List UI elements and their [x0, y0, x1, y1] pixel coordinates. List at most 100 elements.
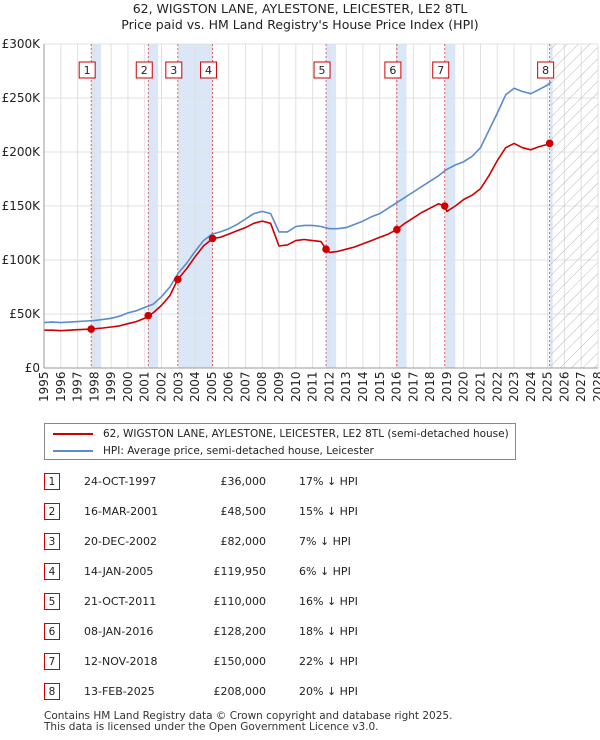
title-line-2: Price paid vs. HM Land Registry's House … — [121, 17, 479, 32]
sale-label: 3 — [165, 61, 183, 79]
sale-point — [144, 311, 153, 320]
legend-swatch-property — [53, 433, 93, 435]
sale-label-text: 2 — [141, 64, 148, 77]
sale-point — [208, 234, 217, 243]
sale-price: £48,500 — [220, 505, 267, 518]
table-row: 4 14-JAN-2005 £119,950 6% ↓ HPI — [44, 562, 464, 582]
sale-price: £36,000 — [220, 475, 267, 488]
table-row: 5 21-OCT-2011 £110,000 16% ↓ HPI — [44, 592, 464, 612]
footer: Contains HM Land Registry data © Crown c… — [44, 711, 452, 733]
sale-date: 13-FEB-2025 — [84, 685, 155, 698]
x-tick-label: 2025 — [541, 371, 555, 402]
sale-number: 6 — [44, 623, 60, 640]
x-tick-label: 2007 — [238, 371, 252, 402]
sale-label: 1 — [78, 61, 96, 79]
sale-label-text: 6 — [389, 64, 396, 77]
sale-date: 24-OCT-1997 — [84, 475, 157, 488]
sale-label: 6 — [384, 61, 402, 79]
sale-point — [393, 225, 401, 234]
x-tick-label: 2012 — [322, 371, 336, 402]
sale-number: 5 — [44, 593, 60, 610]
legend-label-property: 62, WIGSTON LANE, AYLESTONE, LEICESTER, … — [103, 428, 509, 440]
sale-number: 2 — [44, 503, 60, 520]
sale-label-text: 8 — [542, 64, 549, 77]
sale-label: 5 — [313, 61, 331, 79]
y-tick-label: £250K — [2, 91, 42, 105]
sale-hpi-diff: 20% ↓ HPI — [299, 685, 358, 698]
x-tick-label: 1997 — [71, 371, 85, 402]
sale-date: 21-OCT-2011 — [84, 595, 157, 608]
sale-label-text: 3 — [170, 64, 177, 77]
x-tick-label: 2020 — [457, 371, 471, 402]
x-tick-label: 2017 — [406, 371, 420, 402]
chart-legend: 62, WIGSTON LANE, AYLESTONE, LEICESTER, … — [44, 423, 516, 460]
x-tick-label: 2001 — [138, 371, 152, 402]
sale-hpi-diff: 7% ↓ HPI — [299, 535, 351, 548]
sale-label-text: 7 — [437, 64, 444, 77]
sale-label-box — [165, 61, 183, 79]
sale-label-box — [384, 61, 402, 79]
sale-hpi-diff: 16% ↓ HPI — [299, 595, 358, 608]
x-tick-label: 2008 — [255, 371, 269, 402]
price-chart: 1 2 3 4 5 6 7 8 £0 £50K £100K £150K £200K £250K £300K… — [2, 37, 600, 402]
y-tick-label: £150K — [2, 199, 42, 213]
legend-swatch-hpi — [53, 450, 93, 452]
sale-label: 2 — [135, 61, 153, 79]
sale-label: 4 — [200, 61, 218, 79]
table-row: 3 20-DEC-2002 £82,000 7% ↓ HPI — [44, 532, 464, 552]
y-tick-label: £300K — [2, 37, 42, 51]
sale-label-box — [200, 61, 218, 79]
table-row: 6 08-JAN-2016 £128,200 18% ↓ HPI — [44, 622, 464, 642]
x-tick-label: 2004 — [188, 371, 202, 402]
sale-label-text: 5 — [319, 64, 326, 77]
x-tick-label: 2015 — [373, 371, 387, 402]
x-tick-label: 2022 — [490, 371, 504, 402]
sale-point — [322, 245, 330, 253]
sale-label-text: 4 — [205, 64, 212, 77]
x-tick-label: 2018 — [423, 371, 437, 402]
sale-label: 8 — [537, 61, 555, 79]
y-tick-label: £50K — [9, 307, 41, 321]
title-line-1: 62, WIGSTON LANE, AYLESTONE, LEICESTER, … — [132, 1, 468, 16]
x-tick-label: 2011 — [306, 371, 320, 402]
x-tick-label: 2026 — [557, 371, 571, 402]
x-tick-label: 2028 — [591, 371, 600, 402]
forecast-hatch — [550, 44, 598, 368]
sale-hpi-diff: 17% ↓ HPI — [299, 475, 358, 488]
sale-price: £150,000 — [213, 655, 267, 668]
y-tick-label: £200K — [2, 145, 42, 159]
sale-hpi-diff: 6% ↓ HPI — [299, 565, 351, 578]
x-tick-label: 2003 — [171, 371, 185, 402]
sale-date: 12-NOV-2018 — [84, 655, 158, 668]
sale-price: £110,000 — [213, 595, 267, 608]
legend-item-hpi: HPI: Average price, semi-detached house,… — [53, 443, 374, 459]
sale-label: 7 — [432, 61, 450, 79]
table-row: 8 13-FEB-2025 £208,000 20% ↓ HPI — [44, 682, 464, 702]
legend-item-property: 62, WIGSTON LANE, AYLESTONE, LEICESTER, … — [53, 426, 509, 442]
sale-price: £208,000 — [213, 685, 267, 698]
sale-price: £119,950 — [213, 565, 267, 578]
hpi-series-line — [43, 81, 552, 324]
chart-title: 62, WIGSTON LANE, AYLESTONE, LEICESTER, … — [0, 1, 600, 33]
x-tick-label: 1998 — [87, 371, 101, 402]
table-row: 1 24-OCT-1997 £36,000 17% ↓ HPI — [44, 472, 464, 492]
sale-hpi-diff: 22% ↓ HPI — [299, 655, 358, 668]
y-tick-label: £0 — [25, 361, 40, 375]
sale-number: 1 — [44, 473, 60, 490]
sale-label-box — [313, 61, 331, 79]
sale-point — [87, 325, 95, 333]
sale-point — [173, 275, 182, 284]
x-tick-label: 2006 — [222, 371, 236, 402]
sale-number: 4 — [44, 563, 60, 580]
sale-date: 14-JAN-2005 — [84, 565, 154, 578]
x-tick-label: 2023 — [507, 371, 521, 402]
legend-label-hpi: HPI: Average price, semi-detached house,… — [103, 445, 374, 457]
x-tick-label: 2009 — [272, 371, 286, 402]
sale-number: 3 — [44, 533, 60, 550]
sale-label-text: 1 — [84, 64, 91, 77]
x-tick-label: 2005 — [205, 371, 219, 402]
sale-date: 08-JAN-2016 — [84, 625, 154, 638]
sale-point — [545, 139, 554, 148]
x-tick-label: 2002 — [155, 371, 169, 402]
sale-point — [440, 202, 449, 210]
